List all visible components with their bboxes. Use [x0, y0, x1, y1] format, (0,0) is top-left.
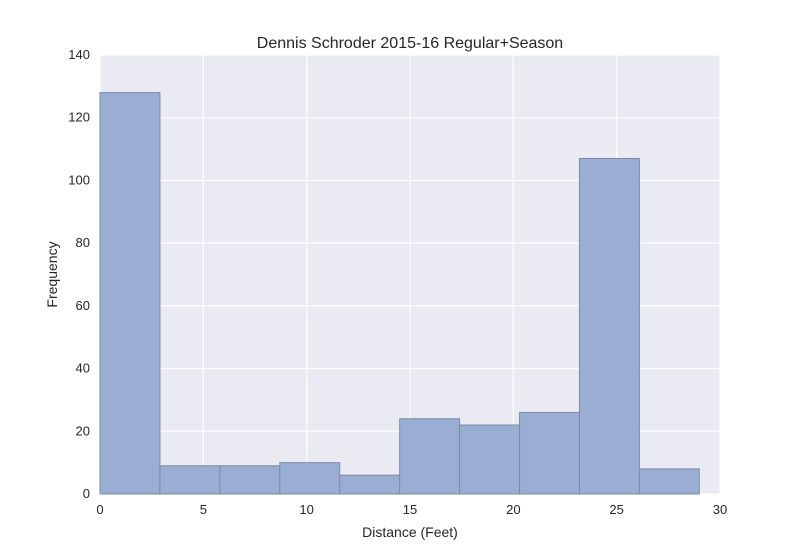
x-axis-label: Distance (Feet) [362, 524, 458, 540]
histogram-bar-4 [339, 474, 401, 495]
y-axis-label: Frequency [44, 241, 60, 307]
histogram-bar-7 [519, 411, 580, 495]
chart-title: Dennis Schroder 2015-16 Regular+Season [257, 35, 563, 52]
x-tick-label: 10 [299, 502, 313, 517]
x-tick-label: 30 [713, 502, 727, 517]
bars-group [99, 92, 700, 495]
histogram-bar-6 [459, 424, 521, 495]
y-tick-label: 0 [83, 486, 90, 501]
y-tick-label: 80 [76, 235, 90, 250]
x-tick-labels: 0 5 10 15 20 25 30 [96, 502, 727, 517]
histogram-bar-1 [159, 465, 221, 495]
histogram-bar-0 [99, 92, 161, 495]
x-tick-label: 5 [200, 502, 207, 517]
x-tick-label: 15 [403, 502, 417, 517]
y-tick-label: 140 [68, 47, 90, 62]
y-tick-label: 20 [76, 423, 90, 438]
histogram-bar-3 [279, 462, 341, 495]
x-tick-label: 20 [506, 502, 520, 517]
histogram-bar-9 [638, 468, 700, 495]
histogram-bar-2 [219, 465, 281, 495]
x-tick-label: 25 [609, 502, 623, 517]
x-tick-label: 0 [96, 502, 103, 517]
y-tick-labels: 0 20 40 60 80 100 120 140 [68, 47, 90, 501]
y-tick-label: 60 [76, 298, 90, 313]
histogram-bar-8 [578, 157, 640, 495]
y-tick-label: 100 [68, 172, 90, 187]
histogram-bar-5 [399, 418, 461, 495]
y-tick-label: 40 [76, 361, 90, 376]
y-tick-label: 120 [68, 110, 90, 125]
